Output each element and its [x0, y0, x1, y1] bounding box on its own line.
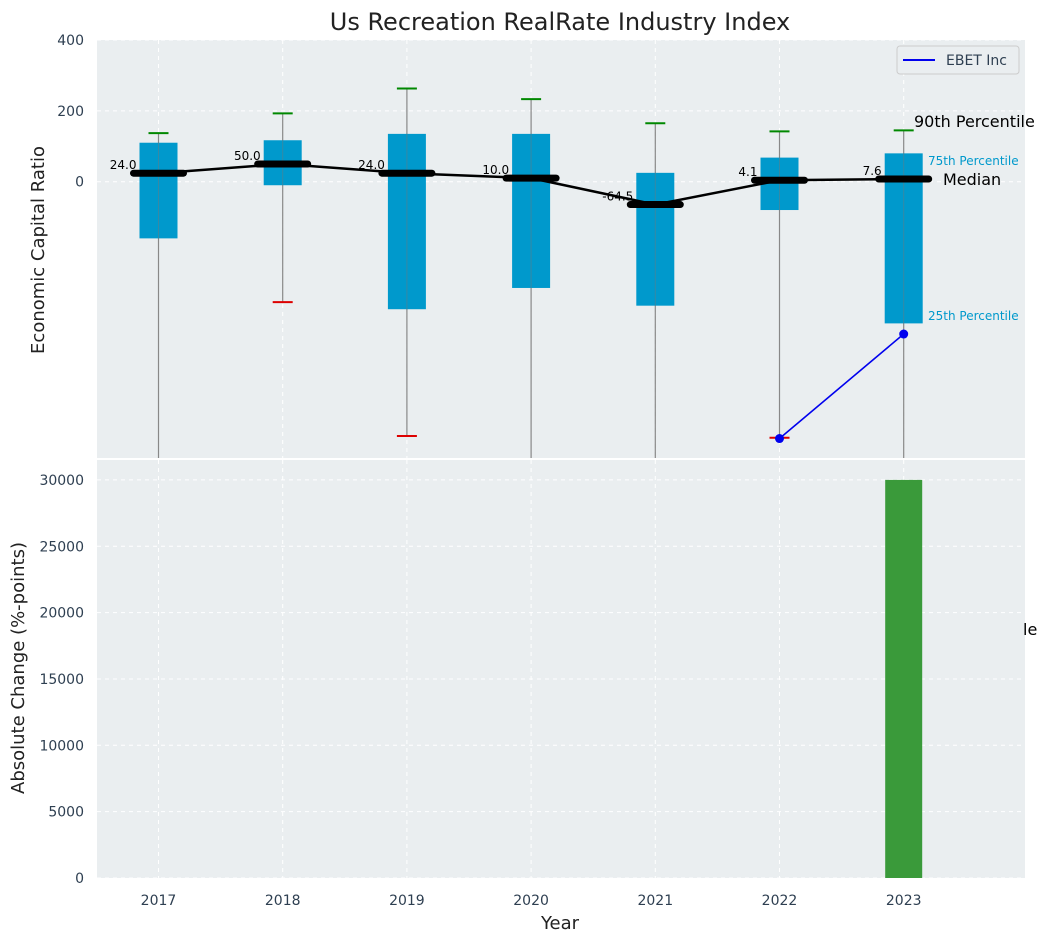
x-tick-label-2017: 2017 — [141, 893, 177, 909]
median-label-2023: 7.6 — [863, 164, 882, 178]
top-y-tick-label: 200 — [57, 104, 84, 120]
top-plot-background — [97, 40, 1025, 458]
top-y-tick-label: 400 — [57, 33, 84, 49]
median-label-2018: 50.0 — [234, 149, 261, 163]
x-tick-label-2023: 2023 — [886, 893, 922, 909]
annotation-median: Median — [943, 170, 1001, 189]
x-ticks: 2017 2018 2019 2020 2021 2022 2023 — [141, 893, 922, 909]
company-point-2022 — [775, 434, 784, 444]
median-trend-line — [158, 162, 904, 206]
bottom-y-tick-label: 5000 — [48, 805, 84, 821]
legend-label: EBET Inc — [946, 53, 1007, 69]
chart-title: Us Recreation RealRate Industry Index — [330, 8, 791, 36]
median-label-2019: 24.0 — [358, 158, 385, 172]
bottom-y-tick-label: 30000 — [39, 473, 84, 489]
company-point-2023 — [899, 329, 909, 339]
top-y-ticks: 400 200 0 — [57, 33, 84, 191]
x-tick-label-2021: 2021 — [637, 893, 673, 909]
x-axis-label: Year — [540, 913, 580, 934]
x-tick-label-2019: 2019 — [389, 893, 425, 909]
top-y-axis-label: Economic Capital Ratio — [28, 146, 49, 354]
x-tick-label-2018: 2018 — [265, 893, 301, 909]
annotation-clipped: le — [1023, 620, 1037, 639]
top-y-tick-label: 0 — [75, 175, 84, 191]
company-line — [778, 333, 905, 440]
median-label-2017: 24.0 — [110, 158, 137, 172]
bottom-y-tick-label: 20000 — [39, 606, 84, 622]
annotation-90th-percentile: 90th Percentile — [914, 112, 1035, 131]
bottom-y-axis-label: Absolute Change (%-points) — [8, 542, 29, 794]
x-tick-label-2020: 2020 — [513, 893, 549, 909]
median-label-2022: 4.1 — [738, 165, 757, 179]
legend: EBET Inc — [896, 45, 1020, 75]
bottom-grid — [97, 460, 1025, 879]
bottom-y-tick-label: 25000 — [39, 539, 84, 555]
annotation-75th-percentile: 75th Percentile — [928, 154, 1019, 168]
bottom-y-tick-label: 0 — [75, 871, 84, 887]
x-tick-label-2022: 2022 — [762, 893, 798, 909]
bottom-y-tick-label: 15000 — [39, 672, 84, 688]
bottom-plot-background — [97, 460, 1025, 878]
median-label-2020: 10.0 — [482, 163, 509, 177]
bar-2023 — [885, 479, 923, 878]
bottom-bars — [885, 479, 923, 878]
bottom-y-tick-label: 10000 — [39, 738, 84, 754]
annotation-25th-percentile: 25th Percentile — [928, 309, 1019, 323]
bottom-y-ticks: 0 5000 10000 15000 20000 25000 30000 — [39, 473, 84, 887]
company-series — [775, 329, 909, 444]
median-trend — [158, 162, 904, 206]
